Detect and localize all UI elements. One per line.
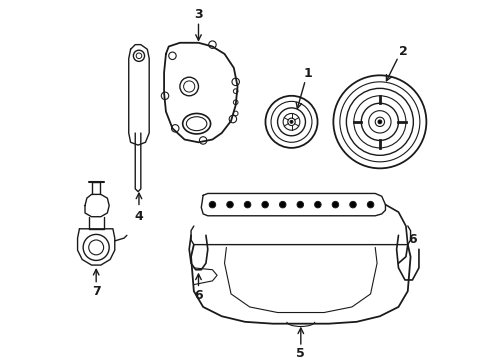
Text: 4: 4: [135, 210, 144, 223]
Text: 6: 6: [408, 234, 416, 247]
Circle shape: [315, 201, 321, 208]
Circle shape: [209, 201, 216, 208]
Circle shape: [368, 201, 374, 208]
Text: 3: 3: [194, 8, 203, 21]
Text: 1: 1: [304, 67, 313, 80]
Text: 7: 7: [92, 285, 100, 298]
Circle shape: [378, 120, 382, 124]
Text: 2: 2: [399, 45, 408, 58]
Text: 6: 6: [194, 289, 203, 302]
Circle shape: [262, 201, 269, 208]
Circle shape: [279, 201, 286, 208]
Circle shape: [297, 201, 303, 208]
Circle shape: [332, 201, 339, 208]
Text: 5: 5: [296, 347, 305, 360]
Circle shape: [350, 201, 356, 208]
Circle shape: [290, 121, 293, 123]
Circle shape: [227, 201, 233, 208]
Circle shape: [245, 201, 251, 208]
